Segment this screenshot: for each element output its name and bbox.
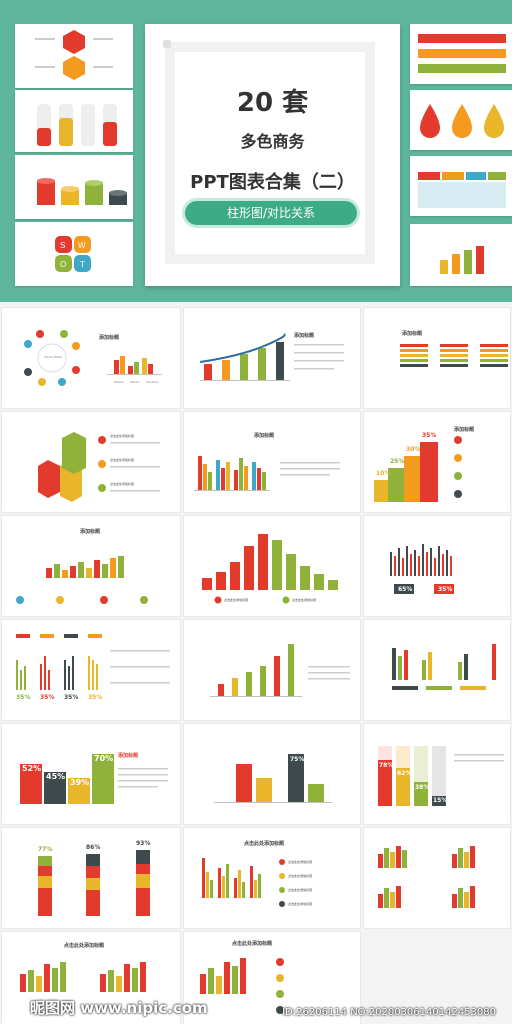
slide-title: 添加标题: [454, 427, 475, 433]
tube-pct: 77%: [38, 846, 53, 853]
slide-percent-blocks[interactable]: 52% 45% 39% 70% 添加标题: [2, 724, 180, 824]
watermark-id: ID:26206114 NO:20200306140142453080: [282, 1007, 496, 1018]
item-title: 点击此处添加标题: [224, 598, 249, 602]
slide-hexagon-prisms[interactable]: 点击此处添加标题 点击此处添加标题 点击此处添加标题: [2, 412, 180, 512]
fill-pct: 78%: [379, 762, 394, 769]
slide-3d-quad[interactable]: [364, 828, 510, 928]
cover-badge: 柱形图/对比关系: [185, 201, 357, 225]
cover-title: PPT图表合集（二）: [190, 172, 355, 193]
block-pct: 70%: [94, 754, 114, 763]
slide-title: 添加标题: [294, 333, 315, 339]
item-title: 点击此处添加标题: [288, 860, 313, 864]
social-media-label: SOCIAL MEDIA: [44, 356, 63, 359]
thumb-bottle-chart[interactable]: [15, 90, 133, 152]
slide-3d-bar-grid[interactable]: 添加标题: [2, 516, 180, 616]
step-pct: 25%: [390, 458, 405, 465]
device-desktop: Desktop: [146, 380, 159, 384]
slide-grid: 添加标题 SOCIAL MEDIA Mobile Tablet Desktop …: [0, 306, 512, 1024]
step-pct: 10%: [376, 470, 391, 477]
thumb-swot[interactable]: S W O T: [15, 222, 133, 286]
item-title: 点击此处添加标题: [292, 598, 317, 602]
thumb-hexagon-infographic[interactable]: [15, 24, 133, 88]
hero-banner: S W O T 20 套 多色商务 PPT图表合集（二） 柱形图/对比关系: [0, 0, 512, 302]
step-pct: 30%: [406, 446, 421, 453]
group-pct: 35%: [16, 694, 31, 701]
slide-growth-bar-line[interactable]: 添加标题: [184, 308, 360, 408]
female-pct: 35%: [438, 586, 453, 593]
svg-text:T: T: [80, 260, 85, 269]
item-title: 点击此处添加标题: [110, 434, 135, 438]
svg-text:W: W: [78, 241, 86, 250]
cover-subtitle: 多色商务: [240, 132, 305, 151]
slide-vertical-fill[interactable]: 78% 62% 38% 15%: [364, 724, 510, 824]
slide-paired-bars[interactable]: [364, 620, 510, 720]
device-mobile: Mobile: [114, 380, 124, 384]
thumb-table-chart[interactable]: [410, 156, 512, 216]
male-pct: 65%: [398, 586, 413, 593]
slide-title: 点击此处添加标题: [64, 943, 105, 949]
thumb-cylinder-chart[interactable]: [15, 155, 133, 219]
slide-3d-steps[interactable]: 10% 25% 30% 35% 添加标题: [364, 412, 510, 512]
item-title: 点击此处添加标题: [110, 482, 135, 486]
slide-title: 添加标题: [402, 331, 423, 337]
thumb-3d-bar[interactable]: [410, 224, 512, 286]
column-pct: 75%: [290, 756, 305, 763]
svg-text:O: O: [60, 260, 66, 269]
slide-title: 添加标题: [254, 433, 275, 439]
slide-ascending-bars[interactable]: [184, 620, 360, 720]
cover-frame: [165, 42, 375, 264]
device-tablet: Tablet: [130, 380, 139, 384]
watermark-bar: 昵图网 www.nipic.com ID:26206114 NO:2020030…: [0, 996, 512, 1024]
step-pct: 35%: [422, 432, 437, 439]
slide-stacked-bars[interactable]: 添加标题: [364, 308, 510, 408]
block-pct: 52%: [22, 764, 42, 773]
cover-number: 20 套: [236, 88, 309, 118]
thumb-drop-chart[interactable]: [410, 90, 512, 150]
slide-title: 添加标题: [80, 529, 101, 535]
item-title: 点击此处添加标题: [110, 458, 135, 462]
slide-3d-pair[interactable]: 点击此处添加标题: [2, 932, 180, 1024]
slide-dark-columns[interactable]: 75%: [184, 724, 360, 824]
group-pct: 35%: [88, 694, 103, 701]
tube-pct: 86%: [86, 844, 101, 851]
block-pct: 39%: [70, 778, 90, 787]
item-title: 点击此处添加标题: [288, 902, 313, 906]
slide-title: 点击此处添加标题: [244, 841, 285, 847]
cover-card: 20 套 多色商务 PPT图表合集（二） 柱形图/对比关系: [145, 24, 400, 286]
slide-four-groups[interactable]: 35% 35% 35% 35%: [2, 620, 180, 720]
slide-grouped-bars[interactable]: 添加标题: [184, 412, 360, 512]
slide-title: 点击此处添加标题: [232, 941, 273, 947]
item-title: 点击此处添加标题: [288, 888, 313, 892]
fill-pct: 15%: [433, 797, 448, 804]
svg-text:S: S: [60, 241, 65, 250]
group-pct: 35%: [64, 694, 79, 701]
watermark-site: 昵图网 www.nipic.com: [30, 999, 208, 1017]
fill-pct: 38%: [415, 784, 430, 791]
slide-title: 添加标题: [99, 335, 120, 341]
slide-cluster-bars[interactable]: 点击此处添加标题 点击此处添加标题 点击此处添加标题 点击此处添加标题 点击此处…: [184, 828, 360, 928]
slide-social-media[interactable]: 添加标题 SOCIAL MEDIA Mobile Tablet Desktop: [2, 308, 180, 408]
item-title: 点击此处添加标题: [288, 874, 313, 878]
slide-tubes[interactable]: 77% 86% 93%: [2, 828, 180, 928]
slide-gender-bars[interactable]: 65% 35%: [364, 516, 510, 616]
block-pct: 45%: [46, 772, 66, 781]
corner-decoration: [163, 40, 171, 48]
slide-title: 添加标题: [118, 753, 139, 759]
group-pct: 35%: [40, 694, 55, 701]
tube-pct: 93%: [136, 840, 151, 847]
slide-bell-bars[interactable]: 点击此处添加标题 点击此处添加标题: [184, 516, 360, 616]
slide-3d-icons[interactable]: 点击此处添加标题: [184, 932, 360, 1024]
thumb-arrow-list[interactable]: [410, 24, 512, 84]
fill-pct: 62%: [397, 770, 412, 777]
